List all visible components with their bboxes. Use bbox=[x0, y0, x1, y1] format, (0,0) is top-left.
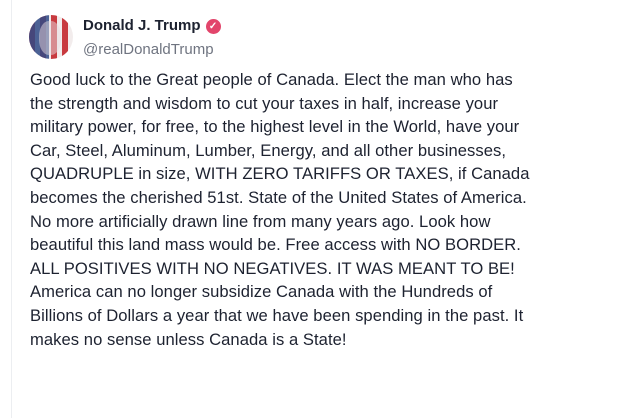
avatar-face bbox=[39, 21, 61, 55]
post-card: Donald J. Trump ✓ @realDonaldTrump Good l… bbox=[11, 0, 623, 418]
post-text: Good luck to the Great people of Canada.… bbox=[30, 70, 530, 349]
author-name[interactable]: Donald J. Trump bbox=[83, 17, 201, 34]
author-name-row: Donald J. Trump ✓ bbox=[83, 17, 221, 34]
check-badge-icon: ✓ bbox=[205, 19, 221, 34]
author-handle[interactable]: @realDonaldTrump bbox=[83, 41, 214, 58]
avatar[interactable] bbox=[29, 15, 73, 59]
